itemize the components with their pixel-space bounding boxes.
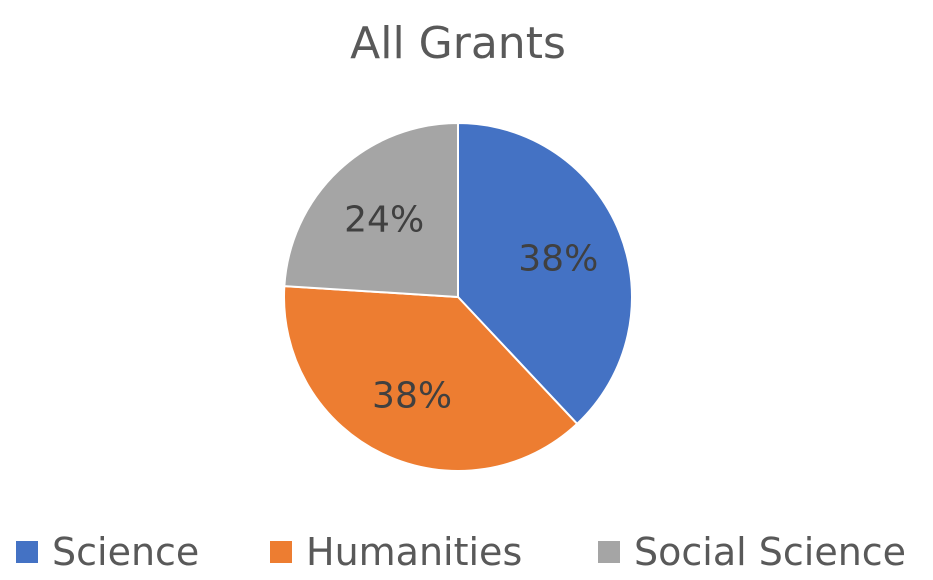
legend-label: Social Science [634,530,906,574]
pie-slice-social-science [283,121,459,299]
legend-item-science: Science [16,530,199,574]
legend-swatch [270,541,292,563]
pie-slice-science [457,121,633,426]
legend-swatch [16,541,38,563]
legend-swatch [598,541,620,563]
legend-label: Humanities [306,530,522,574]
legend: Science Humanities Social Science [16,530,906,574]
pie-slice-humanities [283,285,579,473]
legend-item-social-science: Social Science [598,530,906,574]
data-label-humanities: 38% [372,376,452,417]
data-labels: 38% 38% 24% [344,199,598,416]
data-label-social-science: 24% [344,199,424,240]
legend-label: Science [52,530,199,574]
data-label-science: 38% [518,238,598,279]
chart-title: All Grants [350,18,566,69]
legend-item-humanities: Humanities [270,530,522,574]
pie-slices [283,121,633,473]
